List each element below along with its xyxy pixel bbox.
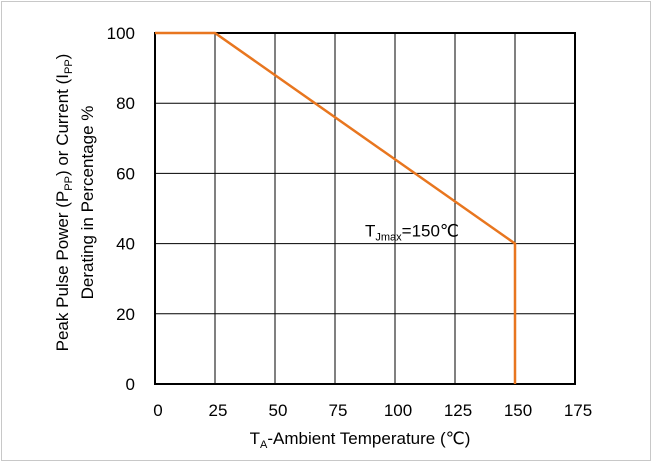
y-tick-label: 40 xyxy=(116,235,135,254)
y-axis-title-part1: Peak Pulse Power (P xyxy=(53,191,72,352)
x-tick-label: 0 xyxy=(153,401,162,420)
y-axis-title-part2: ) or Current (I xyxy=(53,74,72,176)
series-group xyxy=(155,31,517,384)
x-tick-label: 75 xyxy=(329,401,348,420)
y-tick-label: 100 xyxy=(107,24,135,43)
y-axis-title-line2: Derating in Percentage % xyxy=(78,106,97,300)
tjmax-annotation: TJmax=150℃ xyxy=(365,222,459,244)
x-tick-label: 50 xyxy=(269,401,288,420)
y-axis-title-part3: ) xyxy=(53,54,72,60)
x-tick-label: 25 xyxy=(209,401,228,420)
grid xyxy=(154,32,576,385)
plot-area xyxy=(154,32,576,385)
annotation-prefix: T xyxy=(365,222,375,241)
y-axis-title: Peak Pulse Power (PPP) or Current (IPP) … xyxy=(53,54,97,352)
y-tick-label: 60 xyxy=(116,164,135,183)
y-axis-title-sub1: PP xyxy=(63,176,75,191)
x-axis-title-prefix: T xyxy=(250,429,260,448)
x-axis-title-rest: -Ambient Temperature (℃) xyxy=(267,429,470,448)
x-axis-title-sub: A xyxy=(260,439,268,451)
y-tick-label: 0 xyxy=(126,375,135,394)
derating-curve xyxy=(155,31,517,384)
y-tick-label: 80 xyxy=(116,94,135,113)
x-tick-label: 150 xyxy=(504,401,532,420)
x-tick-label: 125 xyxy=(444,401,472,420)
x-tick-label: 100 xyxy=(384,401,412,420)
x-axis-title: TA-Ambient Temperature (℃) xyxy=(250,429,471,451)
y-tick-labels: 0 20 40 60 80 100 xyxy=(107,24,135,394)
y-tick-label: 20 xyxy=(116,305,135,324)
x-tick-labels: 0 25 50 75 100 125 150 175 xyxy=(153,401,592,420)
annotation-sub: Jmax xyxy=(375,232,402,244)
x-tick-label: 175 xyxy=(564,401,592,420)
annotation-suffix: =150℃ xyxy=(402,222,459,241)
y-axis-title-line1: Peak Pulse Power (PPP) or Current (IPP) xyxy=(53,54,75,352)
y-axis-title-sub2: PP xyxy=(63,59,75,74)
